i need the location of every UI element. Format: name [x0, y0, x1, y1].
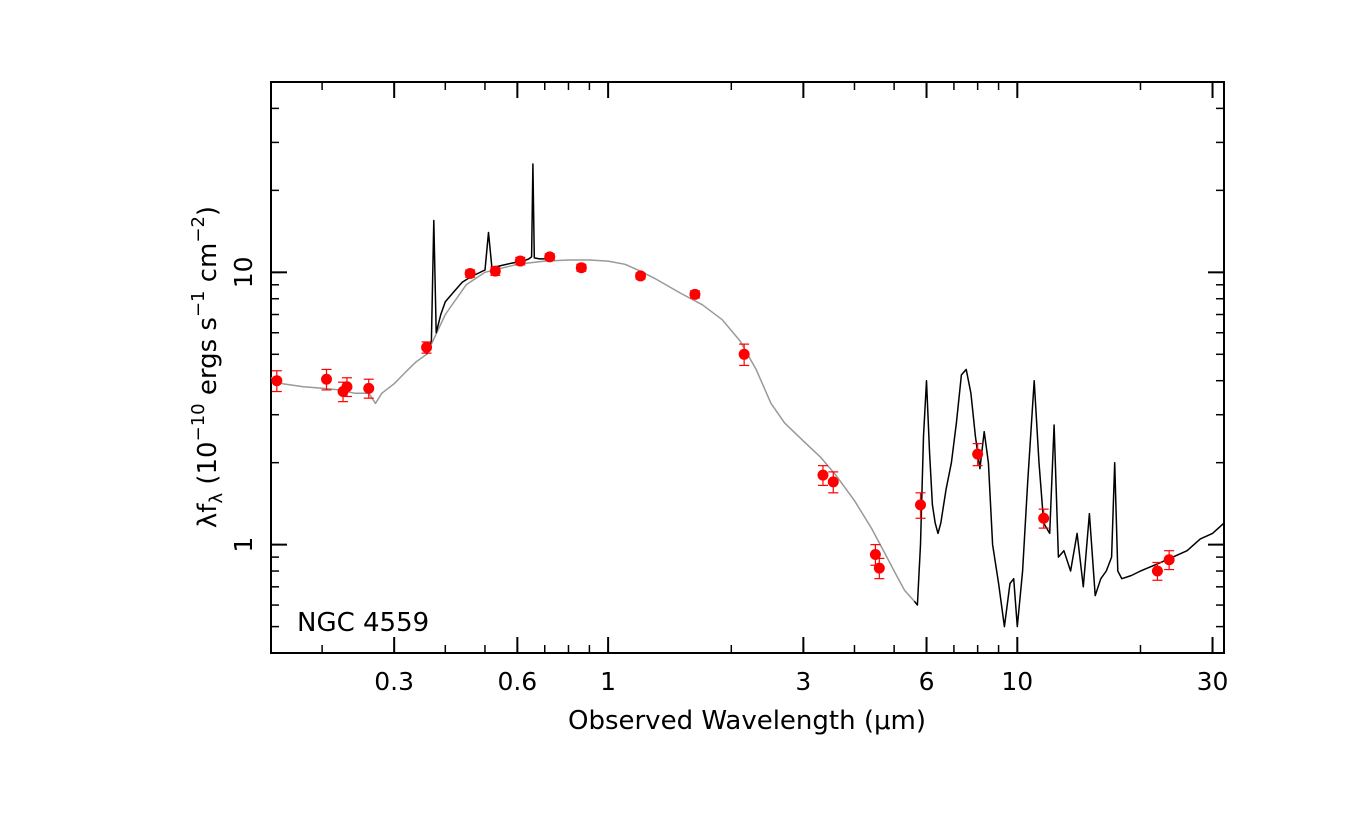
model-spectrum-line: [270, 259, 915, 602]
y-axis-title-exp3: −2: [188, 216, 209, 243]
x-tick-label: 6: [919, 667, 935, 696]
photometry-point: [271, 375, 283, 387]
photometry-point: [464, 268, 476, 280]
photometry-point: [689, 288, 701, 300]
photometry-points: [271, 251, 1175, 581]
y-axis-title-sub: λ: [206, 493, 227, 504]
photometry-point: [972, 448, 984, 460]
photometry-point: [635, 270, 647, 282]
y-tick-labels: 1 10: [229, 256, 258, 552]
y-tick-label: 1: [229, 537, 258, 553]
galaxy-name-label: NGC 4559: [297, 608, 429, 638]
photometry-point: [915, 499, 927, 511]
y-axis-title-mid: ergs s: [193, 317, 223, 403]
photometry-point: [738, 348, 750, 360]
x-tick-label: 0.6: [497, 667, 537, 696]
x-tick-label: 1: [600, 667, 616, 696]
y-axis-title-exp1: −10: [188, 403, 209, 441]
photometry-point: [341, 381, 353, 393]
x-tick-labels: 0.3 0.6 1 3 6 10 30: [374, 667, 1228, 696]
y-axis-title-mid2: cm: [193, 243, 223, 291]
y-axis-title: λfλ (10−10 ergs s−1 cm−2): [188, 206, 227, 528]
major-ticks: [271, 82, 1224, 653]
observed-spectrum-line: [425, 163, 545, 355]
photometry-point: [1038, 512, 1050, 524]
photometry-point: [321, 373, 333, 385]
x-tick-label: 0.3: [374, 667, 414, 696]
photometry-point: [1163, 554, 1175, 566]
y-tick-label: 10: [229, 256, 258, 288]
x-tick-label: 10: [1001, 667, 1033, 696]
x-axis-title: Observed Wavelength (μm): [568, 706, 926, 736]
x-tick-label: 30: [1197, 667, 1229, 696]
photometry-point: [873, 562, 885, 574]
photometry-point: [489, 265, 501, 277]
photometry-point: [421, 341, 433, 353]
y-axis-title-base: λf: [193, 503, 223, 528]
plot-frame: [270, 81, 1225, 654]
photometry-point: [363, 382, 375, 394]
photometry-point: [514, 255, 526, 267]
photometry-point: [817, 469, 829, 481]
photometry-point: [827, 476, 839, 488]
x-tick-label: 3: [795, 667, 811, 696]
observed-spectrum-line: [913, 368, 1225, 628]
photometry-point: [544, 251, 556, 263]
y-axis-title-open: (10: [193, 441, 223, 493]
y-axis-title-exp2: −1: [188, 290, 209, 317]
photometry-point: [575, 262, 587, 274]
photometry-point: [1151, 565, 1163, 577]
photometry-point: [869, 548, 881, 560]
y-axis-title-close: ): [193, 206, 223, 216]
series-layer: [270, 163, 1225, 628]
